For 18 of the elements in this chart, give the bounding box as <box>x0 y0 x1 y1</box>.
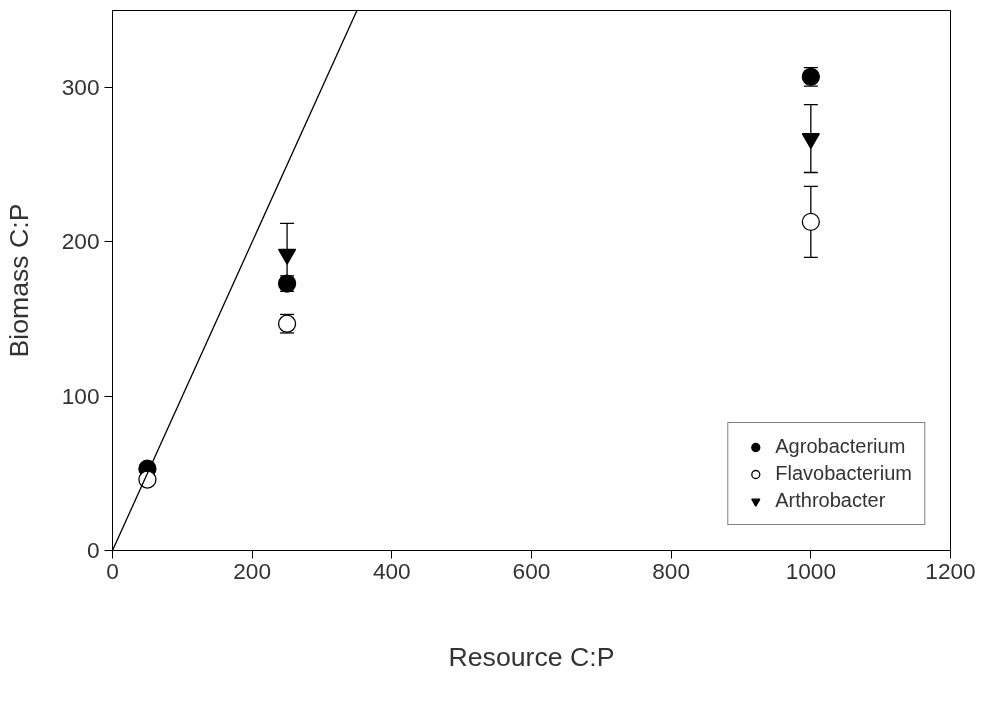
y-tick-label: 100 <box>61 382 100 409</box>
point <box>138 470 157 489</box>
y-tick-label: 0 <box>86 537 100 563</box>
y-tick-label: 300 <box>61 74 100 101</box>
x-axis-title: Resource C:P <box>448 641 615 672</box>
legend-label: Agrobacterium <box>775 435 906 458</box>
x-tick-label: 0 <box>106 557 119 584</box>
legend-label: Arthrobacter <box>775 489 886 512</box>
x-tick-label: 200 <box>233 557 272 584</box>
point <box>801 212 820 231</box>
x-tick-label: 800 <box>652 557 691 584</box>
x-tick-label: 600 <box>512 557 551 584</box>
x-tick-label: 400 <box>372 557 411 584</box>
y-tick-label: 200 <box>61 228 100 255</box>
x-tick-label: 1200 <box>925 557 976 584</box>
legend-label: Flavobacterium <box>775 462 912 485</box>
x-tick-label: 1000 <box>785 557 837 584</box>
y-axis-title: Biomass C:P <box>3 203 34 358</box>
